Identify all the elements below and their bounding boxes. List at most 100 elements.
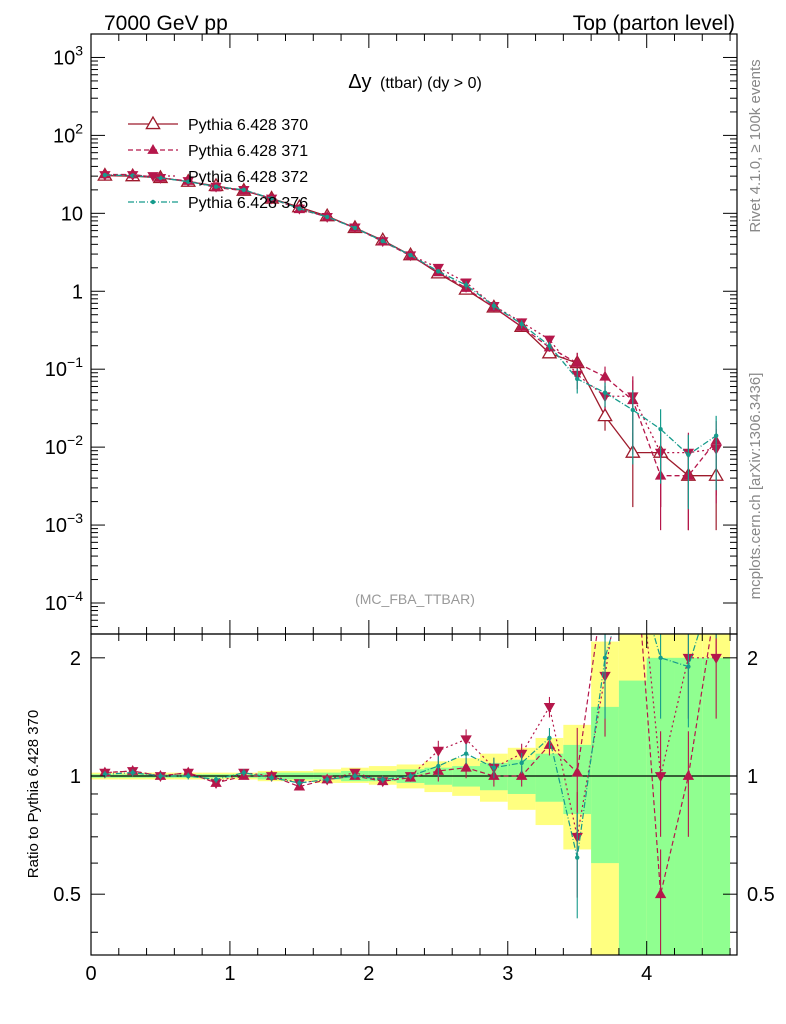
data-point <box>630 407 636 413</box>
ratio-point <box>714 575 718 579</box>
analysis-watermark: (MC_FBA_TTBAR) <box>355 591 475 607</box>
legend-label: Pythia 6.428 376 <box>188 195 308 212</box>
data-point <box>297 206 302 211</box>
ratio-point <box>631 560 635 564</box>
ratio-point <box>658 655 663 661</box>
series-4 <box>102 172 719 510</box>
legend: Pythia 6.428 370 Pythia 6.428 371 Pythia 6… <box>128 115 308 212</box>
data-point <box>408 253 413 258</box>
ratio-point <box>682 770 695 780</box>
data-point <box>541 344 558 359</box>
mcplots-label: mcplots.cern.ch [arXiv:1306.3436] <box>747 373 764 600</box>
legend-item-3: Pythia 6.428 372 <box>128 169 308 186</box>
data-point <box>324 214 330 220</box>
data-point <box>597 407 613 422</box>
ratio-point <box>519 760 524 766</box>
ratio-panel: 0.5 0.5 1 1 2 2 0 1 2 3 4 <box>53 506 775 985</box>
ratio-point <box>408 773 413 779</box>
xtick-label: 4 <box>641 963 652 985</box>
ytick-label: 10−2 <box>45 432 83 459</box>
ytick-label: 10−4 <box>45 588 83 615</box>
ratio-point <box>432 746 445 757</box>
ratio-point <box>710 594 721 604</box>
data-point <box>352 225 358 231</box>
legend-label: Pythia 6.428 371 <box>188 143 308 160</box>
data-point <box>463 282 469 288</box>
ratio-point <box>491 765 497 770</box>
data-point <box>658 426 663 432</box>
data-point <box>547 343 552 348</box>
series-line <box>104 173 717 477</box>
ytick-label: 10−1 <box>45 354 83 381</box>
ratio-point <box>547 735 552 741</box>
chart-title-main: Δy <box>348 71 371 93</box>
data-point <box>599 370 611 381</box>
ratio-point <box>515 770 528 780</box>
ratio-point <box>686 664 691 669</box>
legend-label: Pythia 6.428 370 <box>188 117 308 134</box>
ratio-point <box>543 702 556 713</box>
legend-marker <box>150 199 156 205</box>
ytick-label: 102 <box>53 120 83 147</box>
legend-marker <box>147 172 159 182</box>
ratio-point <box>324 777 330 782</box>
data-point <box>269 196 274 201</box>
ratio-point <box>380 777 385 782</box>
data-point <box>213 184 219 189</box>
ratio-ytick-label: 2 <box>70 648 81 670</box>
ratio-point <box>130 770 135 775</box>
ratio-frame <box>90 633 738 956</box>
ratio-point <box>210 779 222 789</box>
band-green <box>618 680 647 955</box>
legend-item-2: Pythia 6.428 371 <box>128 143 308 160</box>
data-point <box>130 173 135 178</box>
series-line <box>104 174 717 477</box>
chart-title-sub: (ttbar) (dy > 0) <box>380 75 482 92</box>
header-left: 7000 GeV pp <box>104 12 228 35</box>
data-point <box>102 172 108 178</box>
legend-item-1: Pythia 6.428 370 <box>128 115 308 134</box>
ratio-point <box>627 506 638 516</box>
ratio-point <box>710 653 722 664</box>
ratio-ylabel: Ratio to Pythia 6.428 370 <box>25 710 42 878</box>
data-point <box>713 433 719 438</box>
legend-marker <box>147 144 159 154</box>
legend-label: Pythia 6.428 372 <box>188 169 308 186</box>
ratio-point <box>602 655 608 661</box>
ratio-ytick-label: 0.5 <box>53 884 81 906</box>
ratio-point <box>269 775 274 780</box>
ratio-point <box>571 766 583 777</box>
ratio-point <box>463 751 469 756</box>
legend-marker <box>145 115 161 130</box>
ratio-point <box>158 773 163 779</box>
chart-title: Δy (ttbar) (dy > 0) <box>348 71 482 93</box>
ratio-point <box>599 572 610 582</box>
ratio-point <box>213 777 219 782</box>
data-point <box>241 187 247 193</box>
data-point <box>436 269 441 274</box>
data-point <box>158 175 163 181</box>
data-point <box>186 179 191 184</box>
data-point <box>380 238 385 244</box>
xtick-label: 0 <box>85 963 96 985</box>
data-point <box>519 321 524 327</box>
data-point <box>491 303 497 309</box>
ratio-point <box>460 735 472 746</box>
xtick-label: 3 <box>502 963 513 985</box>
data-point <box>432 263 445 274</box>
ytick-label: 1 <box>72 281 83 303</box>
ratio-point <box>241 770 247 775</box>
xtick-label: 1 <box>224 963 235 985</box>
ratio-ytick-label-right: 2 <box>747 648 758 670</box>
ratio-point <box>352 773 358 779</box>
ratio-point <box>460 761 472 772</box>
ratio-point <box>654 888 667 899</box>
ytick-label: 10 <box>61 203 83 225</box>
ytick-label: 103 <box>53 42 83 69</box>
ratio-point <box>575 855 580 860</box>
series-1 <box>97 167 724 531</box>
data-point <box>575 376 580 382</box>
ytick-label: 10−3 <box>45 510 83 537</box>
